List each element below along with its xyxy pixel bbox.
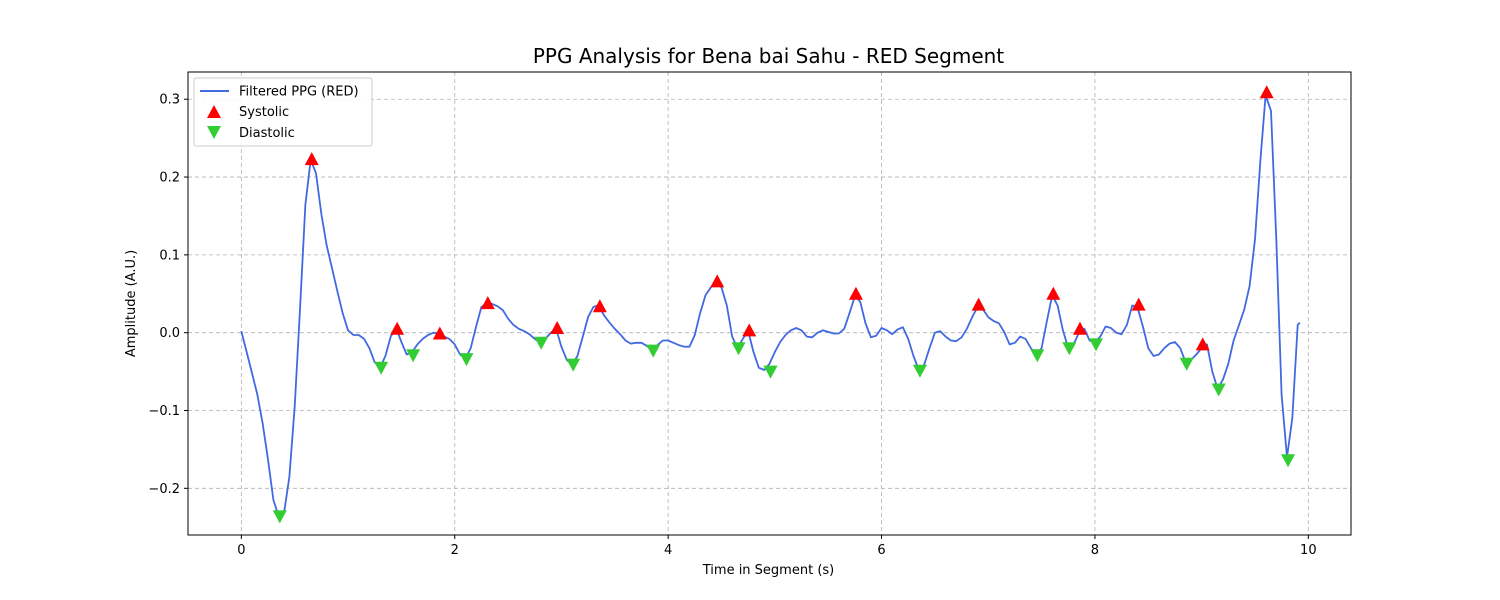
legend-box bbox=[193, 77, 373, 147]
systolic-marker bbox=[1072, 321, 1087, 335]
systolic-marker bbox=[1259, 85, 1274, 99]
diastolic-marker bbox=[406, 349, 421, 363]
diastolic-marker bbox=[731, 342, 746, 356]
diastolic-marker bbox=[1030, 349, 1045, 363]
x-tick-label: 8 bbox=[1091, 543, 1099, 558]
diastolic-marker bbox=[459, 353, 474, 367]
diastolic-marker bbox=[534, 336, 549, 350]
series-layer bbox=[240, 85, 1301, 524]
legend-label-systolic: Systolic bbox=[239, 105, 289, 120]
diastolic-marker bbox=[272, 510, 287, 524]
diastolic-marker bbox=[1211, 383, 1226, 397]
systolic-marker bbox=[1046, 286, 1061, 300]
x-tick-label: 0 bbox=[237, 543, 245, 558]
plot-frame bbox=[187, 71, 1352, 536]
y-tick-label: −0.2 bbox=[148, 482, 180, 497]
legend: Filtered PPG (RED) Systolic Diastolic bbox=[193, 77, 373, 147]
legend-label-diastolic: Diastolic bbox=[239, 126, 295, 141]
systolic-marker bbox=[971, 297, 986, 311]
plot-area bbox=[188, 72, 1351, 535]
diastolic-marker bbox=[1281, 454, 1296, 468]
systolic-marker bbox=[1131, 297, 1146, 311]
x-axis-label: Time in Segment (s) bbox=[702, 563, 834, 578]
diastolic-marker bbox=[912, 364, 927, 378]
chart-title: PPG Analysis for Bena bai Sahu - RED Seg… bbox=[533, 44, 1004, 68]
diastolic-marker bbox=[566, 358, 581, 372]
systolic-marker bbox=[480, 296, 495, 310]
series-line-filtered-ppg bbox=[240, 94, 1301, 518]
x-tick-label: 6 bbox=[877, 543, 885, 558]
systolic-marker bbox=[710, 274, 725, 288]
x-tick-label: 2 bbox=[451, 543, 459, 558]
legend-systolic-marker bbox=[207, 105, 221, 118]
y-tick-label: 0.2 bbox=[159, 171, 180, 186]
legend-label-filtered-ppg: Filtered PPG (RED) bbox=[239, 85, 359, 100]
y-tick-label: −0.1 bbox=[148, 404, 180, 419]
diastolic-marker bbox=[1179, 357, 1194, 371]
x-tick-label: 4 bbox=[664, 543, 672, 558]
diastolic-marker bbox=[1088, 338, 1103, 352]
y-axis-label: Amplitude (A.U.) bbox=[124, 250, 139, 357]
y-tick-label: 0.0 bbox=[159, 326, 180, 341]
diastolic-marker bbox=[646, 344, 661, 358]
diastolic-marker bbox=[1062, 342, 1077, 356]
y-tick-label: 0.1 bbox=[159, 248, 180, 263]
systolic-marker bbox=[550, 321, 565, 335]
grid-lines bbox=[188, 72, 1351, 535]
systolic-marker bbox=[742, 323, 757, 337]
y-tick-label: 0.3 bbox=[159, 93, 180, 108]
diastolic-marker bbox=[374, 361, 389, 375]
y-axis-ticks: −0.2 −0.1 0.0 0.1 0.2 0.3 bbox=[148, 93, 188, 497]
systolic-marker bbox=[1195, 337, 1210, 351]
legend-diastolic-marker bbox=[207, 126, 221, 139]
x-axis-ticks: 0 2 4 6 8 10 bbox=[237, 535, 1317, 558]
diastolic-marker bbox=[763, 365, 778, 379]
systolic-marker bbox=[848, 286, 863, 300]
systolic-marker bbox=[304, 152, 319, 166]
x-tick-label: 10 bbox=[1300, 543, 1317, 558]
systolic-marker bbox=[432, 326, 447, 340]
systolic-marker bbox=[592, 299, 607, 313]
systolic-marker bbox=[390, 321, 405, 335]
